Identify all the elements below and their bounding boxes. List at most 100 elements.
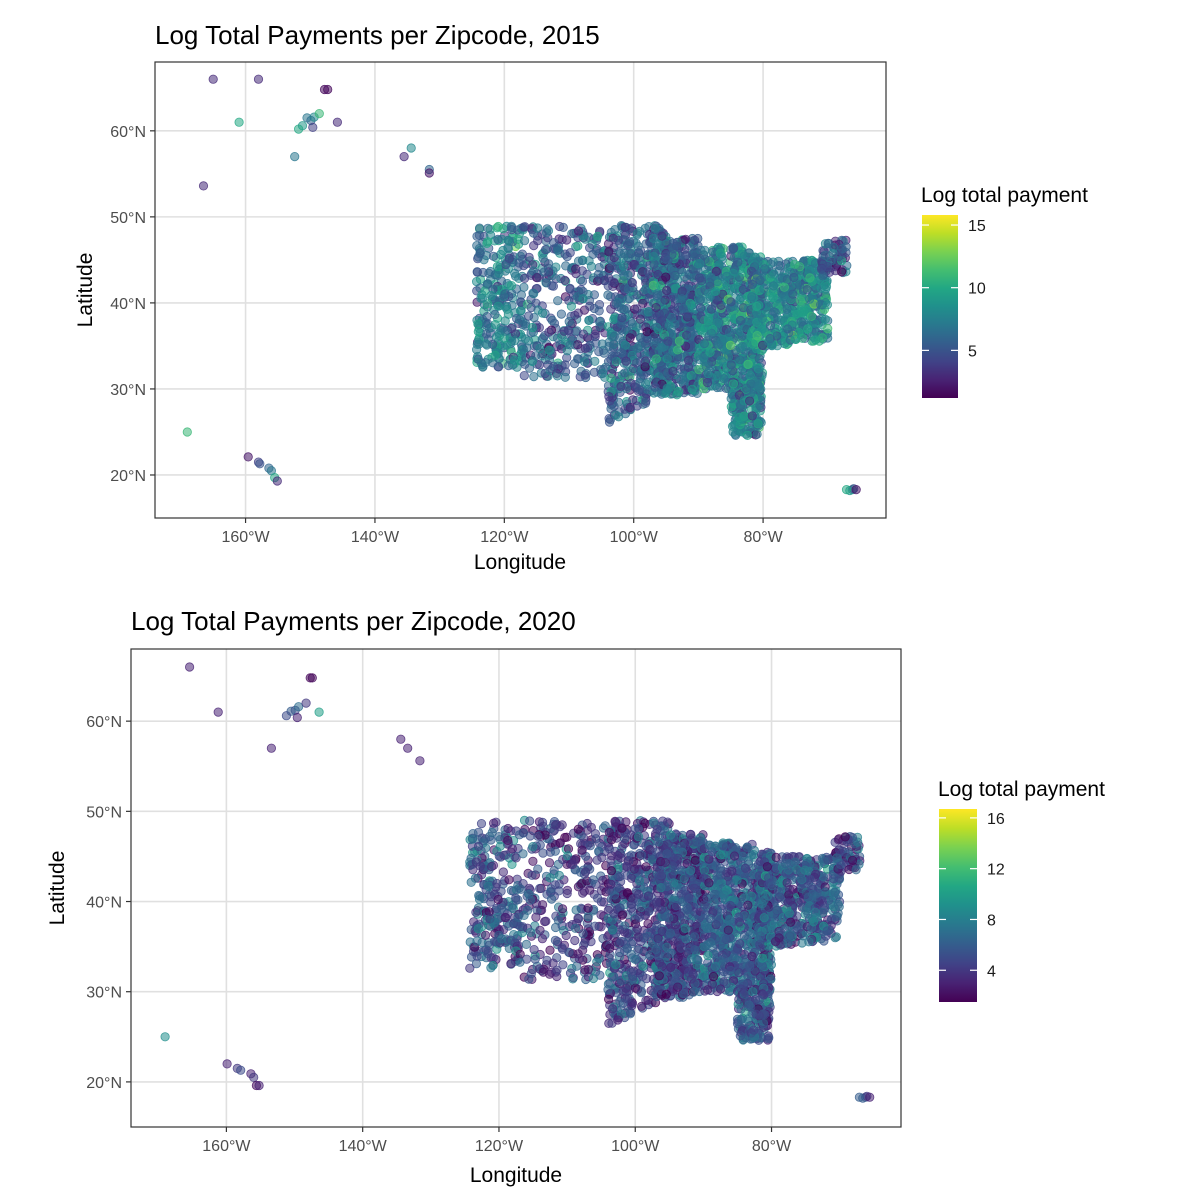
data-point: [610, 817, 621, 827]
data-point: [627, 278, 638, 288]
data-point: [550, 935, 561, 945]
data-point: [552, 245, 562, 255]
data-point: [573, 949, 583, 959]
data-point: [687, 303, 697, 313]
data-point: [208, 74, 218, 84]
data-point: [820, 314, 830, 324]
data-point: [535, 840, 545, 850]
data-point: [530, 954, 540, 964]
data-point: [779, 291, 789, 301]
data-point: [399, 152, 409, 162]
data-point: [603, 994, 614, 1004]
data-point: [652, 322, 662, 332]
data-point: [635, 341, 646, 352]
data-point: [465, 963, 475, 973]
data-point: [680, 234, 691, 244]
data-point: [553, 296, 563, 306]
data-point: [474, 890, 484, 901]
data-point: [475, 861, 485, 871]
x-tick-label: 100°W: [610, 529, 659, 546]
x-tick-label: 120°W: [480, 529, 529, 546]
data-point: [573, 226, 584, 236]
data-point: [620, 340, 631, 350]
data-point: [764, 336, 774, 347]
data-point: [589, 367, 600, 377]
data-point: [616, 381, 626, 391]
data-point: [528, 841, 538, 852]
data-point: [630, 983, 641, 993]
data-point: [580, 965, 590, 975]
data-point: [651, 302, 661, 313]
data-point: [525, 895, 535, 905]
data-point: [668, 366, 678, 376]
data-point: [724, 327, 735, 337]
data-point: [615, 871, 625, 882]
data-point: [659, 308, 670, 318]
data-point: [753, 419, 763, 429]
points-layer: [182, 74, 861, 496]
data-point: [670, 893, 680, 903]
data-point: [705, 277, 715, 287]
data-point: [500, 289, 510, 299]
data-point: [665, 928, 676, 938]
data-point: [482, 311, 492, 322]
data-point: [493, 894, 503, 905]
data-point: [515, 306, 526, 316]
data-point: [529, 944, 539, 955]
data-point: [743, 359, 753, 369]
data-point: [594, 346, 604, 357]
data-point: [656, 361, 667, 371]
colorbar-tick-label: 15: [968, 218, 986, 235]
data-point: [515, 957, 525, 967]
data-point: [753, 364, 763, 374]
data-point: [662, 849, 672, 859]
data-point: [487, 861, 497, 872]
data-point: [561, 261, 571, 271]
data-point: [554, 870, 565, 881]
data-point: [592, 957, 602, 967]
data-point: [618, 840, 628, 851]
data-point: [560, 372, 570, 382]
y-tick-label: 50°N: [110, 210, 146, 227]
data-point: [525, 816, 535, 826]
data-point: [503, 244, 513, 254]
data-point: [541, 228, 552, 238]
data-point: [609, 972, 619, 982]
data-point: [519, 222, 529, 232]
data-point: [690, 855, 701, 865]
data-point: [472, 231, 482, 241]
data-point: [607, 351, 618, 361]
x-tick-label: 140°W: [351, 529, 400, 546]
data-point: [617, 313, 627, 323]
data-point: [607, 1004, 618, 1014]
data-point: [507, 844, 518, 854]
data-point: [684, 944, 695, 954]
colorbar-tick-label: 5: [968, 343, 977, 360]
data-point: [557, 904, 568, 914]
data-point: [653, 269, 663, 280]
data-point: [705, 347, 715, 357]
data-point: [550, 922, 561, 933]
data-point: [603, 984, 613, 995]
y-tick-label: 20°N: [110, 468, 146, 485]
data-point: [541, 916, 551, 926]
data-point: [652, 290, 663, 301]
data-point: [255, 459, 265, 469]
data-point: [616, 936, 626, 946]
data-point: [625, 402, 635, 413]
data-point: [598, 368, 608, 378]
data-point: [544, 345, 554, 355]
data-point: [633, 945, 643, 955]
data-point: [604, 391, 614, 402]
data-point: [636, 1001, 647, 1011]
data-point: [570, 923, 581, 933]
data-point: [578, 929, 588, 939]
data-point: [511, 893, 521, 903]
data-point: [537, 308, 548, 318]
data-point: [564, 316, 574, 327]
data-point: [622, 862, 632, 872]
data-point: [494, 831, 504, 842]
data-point: [626, 967, 637, 977]
data-point: [635, 314, 645, 324]
data-point: [486, 290, 496, 301]
